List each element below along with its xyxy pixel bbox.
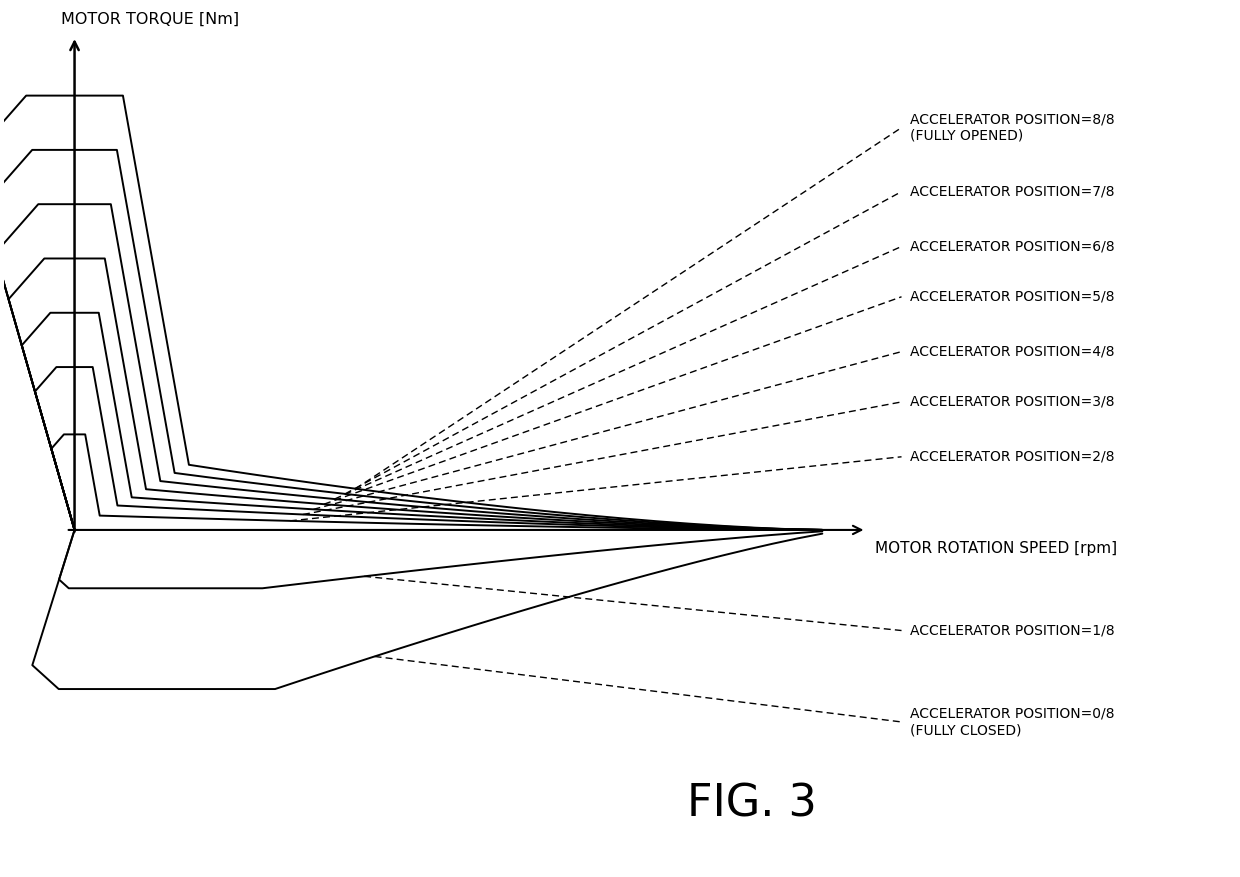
Text: ACCELERATOR POSITION=1/8: ACCELERATOR POSITION=1/8: [910, 624, 1115, 638]
Text: ACCELERATOR POSITION=0/8
(FULLY CLOSED): ACCELERATOR POSITION=0/8 (FULLY CLOSED): [910, 707, 1115, 737]
Text: ACCELERATOR POSITION=6/8: ACCELERATOR POSITION=6/8: [910, 239, 1115, 253]
Text: ACCELERATOR POSITION=7/8: ACCELERATOR POSITION=7/8: [910, 185, 1115, 198]
Text: ACCELERATOR POSITION=8/8
(FULLY OPENED): ACCELERATOR POSITION=8/8 (FULLY OPENED): [910, 112, 1115, 143]
Text: ACCELERATOR POSITION=2/8: ACCELERATOR POSITION=2/8: [910, 450, 1115, 464]
Text: MOTOR ROTATION SPEED [rpm]: MOTOR ROTATION SPEED [rpm]: [875, 541, 1117, 556]
Text: MOTOR TORQUE [Nm]: MOTOR TORQUE [Nm]: [61, 12, 239, 27]
Text: ACCELERATOR POSITION=4/8: ACCELERATOR POSITION=4/8: [910, 345, 1115, 359]
Text: ACCELERATOR POSITION=5/8: ACCELERATOR POSITION=5/8: [910, 289, 1115, 303]
Text: ACCELERATOR POSITION=3/8: ACCELERATOR POSITION=3/8: [910, 395, 1115, 409]
Text: FIG. 3: FIG. 3: [687, 783, 817, 826]
